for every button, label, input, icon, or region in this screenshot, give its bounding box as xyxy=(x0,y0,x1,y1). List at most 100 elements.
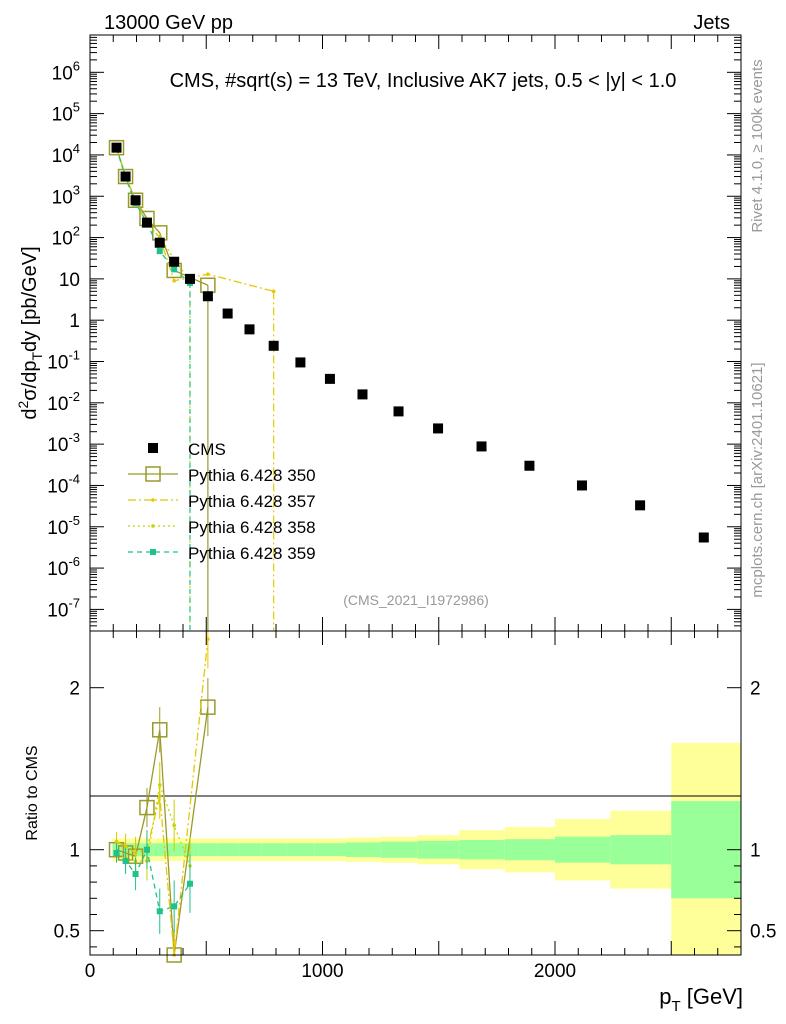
ratio-y-tick-label-right: 1 xyxy=(750,841,761,862)
data-point xyxy=(295,357,306,368)
ratio-line xyxy=(116,639,209,956)
legend-entry: Pythia 6.428 358 xyxy=(128,518,316,537)
data-point xyxy=(357,389,368,400)
rivet-label: Rivet 4.1.0, ≥ 100k events xyxy=(749,59,766,232)
data-point xyxy=(148,443,158,453)
data-point xyxy=(635,500,646,511)
ratio-y-tick-label-left: 0.5 xyxy=(54,922,80,943)
data-point xyxy=(433,423,444,434)
data-point xyxy=(324,373,335,384)
y-tick-label: 104 xyxy=(52,141,80,167)
y-tick-label: 106 xyxy=(52,58,80,84)
data-point xyxy=(145,466,161,482)
green-band xyxy=(555,836,611,863)
green-band xyxy=(504,839,555,861)
legend-entry: Pythia 6.428 357 xyxy=(128,492,316,511)
data-point xyxy=(524,460,535,471)
legend-label: CMS xyxy=(188,440,226,459)
data-point xyxy=(151,524,155,528)
series-line xyxy=(115,147,209,286)
y-tick-label: 10-1 xyxy=(47,348,80,374)
data-point xyxy=(271,289,276,294)
ratio-y-tick-label-left: 2 xyxy=(69,679,80,700)
main-series xyxy=(108,139,709,631)
green-band xyxy=(198,843,218,857)
legend-label: Pythia 6.428 357 xyxy=(188,492,316,511)
green-band xyxy=(261,843,287,857)
ratio-y-tick-label-right: 0.5 xyxy=(750,922,776,943)
data-point xyxy=(169,256,180,267)
header-left: 13000 GeV pp xyxy=(104,12,233,34)
ratio-series xyxy=(108,631,216,963)
legend-label: Pythia 6.428 350 xyxy=(188,466,316,485)
green-band xyxy=(286,843,315,857)
green-band xyxy=(610,835,672,865)
data-point xyxy=(151,498,155,502)
ratio-ticks: 0.5 0.5 1 1 2 2 0 1000 2000 xyxy=(54,631,776,982)
data-point xyxy=(576,480,587,491)
data-point xyxy=(476,441,487,452)
main-y-ticks: 10-7 10-6 10-5 10-4 10-3 10-2 10-1 1 10 102 103 104… xyxy=(47,34,742,632)
green-band xyxy=(345,842,381,857)
data-point xyxy=(157,234,162,239)
ratio-panel: 0.5 0.5 1 1 2 2 0 1000 2000 Ratio to CMS pT [GeV… xyxy=(24,630,776,1015)
y-tick-label: 103 xyxy=(52,182,80,208)
data-point xyxy=(393,406,404,417)
ratio-series-pythia-6-428-359 xyxy=(113,830,193,934)
x-tick-label: 2000 xyxy=(534,961,576,982)
y-tick-label: 10-4 xyxy=(47,471,80,497)
data-point xyxy=(111,142,122,153)
data-point xyxy=(171,266,178,273)
data-point xyxy=(150,549,156,555)
ratio-y-label: Ratio to CMS xyxy=(24,745,41,840)
main-panel: 10-7 10-6 10-5 10-4 10-3 10-2 10-1 1 10 102 103 104… xyxy=(15,34,742,632)
data-point xyxy=(130,195,141,206)
ratio-bands xyxy=(112,742,741,955)
x-tick-label: 0 xyxy=(85,961,96,982)
y-tick-label: 10-7 xyxy=(47,595,80,621)
data-point xyxy=(202,291,213,302)
data-point xyxy=(117,168,134,185)
data-point xyxy=(141,217,152,228)
ratio-line xyxy=(116,707,209,956)
data-point xyxy=(120,171,131,182)
green-band xyxy=(380,841,418,858)
data-point xyxy=(127,192,144,209)
green-band xyxy=(417,840,460,859)
y-tick-label: 10 xyxy=(59,270,80,291)
legend-label: Pythia 6.428 359 xyxy=(188,544,316,563)
green-band xyxy=(217,843,239,857)
y-tick-label: 105 xyxy=(52,100,80,126)
y-tick-label: 10-3 xyxy=(47,430,80,456)
data-point xyxy=(154,237,165,248)
y-tick-label: 10-6 xyxy=(47,554,80,580)
main-frame xyxy=(89,34,742,632)
data-point xyxy=(184,273,195,284)
data-point xyxy=(206,272,210,276)
data-point xyxy=(172,278,176,283)
green-band xyxy=(314,843,346,857)
header-right: Jets xyxy=(693,12,730,34)
y-tick-label: 10-2 xyxy=(47,389,80,415)
x-tick-label: 1000 xyxy=(301,961,343,982)
legend-entry: Pythia 6.428 350 xyxy=(128,466,316,485)
data-point xyxy=(156,248,163,255)
legend: CMS Pythia 6.428 350 Pythia 6.428 357 Pythi… xyxy=(128,440,316,563)
data-point xyxy=(108,139,125,156)
legend-label: Pythia 6.428 358 xyxy=(188,518,316,537)
legend-entry: CMS xyxy=(148,440,226,459)
ratio-y-tick-label-right: 2 xyxy=(750,679,761,700)
chart-title: CMS, #sqrt(s) = 13 TeV, Inclusive AK7 je… xyxy=(170,70,677,92)
main-y-label: d2σ/dpTdy [pb/GeV] xyxy=(15,246,45,419)
data-point xyxy=(698,532,709,543)
y-tick-label: 1 xyxy=(69,311,80,332)
green-band xyxy=(153,843,167,857)
y-tick-label: 102 xyxy=(52,224,80,250)
legend-entry: Pythia 6.428 359 xyxy=(128,544,316,563)
green-band xyxy=(238,843,262,857)
data-point xyxy=(268,340,279,351)
ratio-y-tick-label-left: 1 xyxy=(69,841,80,862)
ratio-series-pythia-6-428-358 xyxy=(114,762,192,896)
x-axis-label: pT [GeV] xyxy=(659,984,743,1015)
